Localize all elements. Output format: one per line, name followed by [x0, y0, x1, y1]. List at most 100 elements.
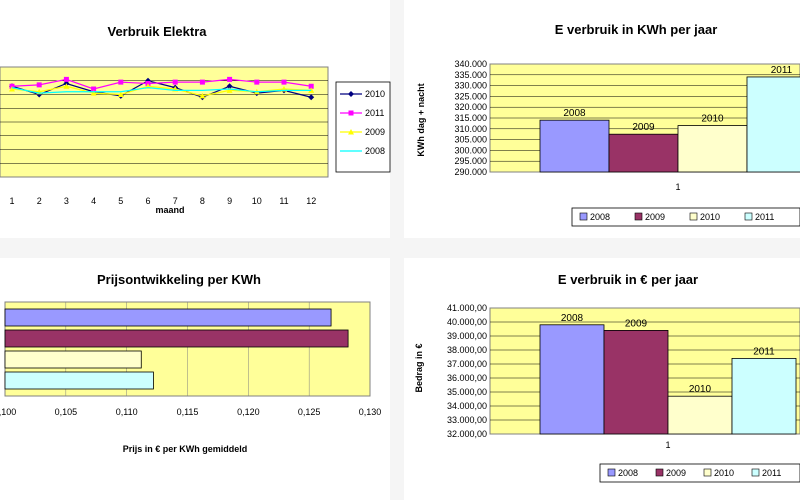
y-tick-label: 315.000 [454, 113, 487, 123]
series-line-2011 [11, 78, 312, 90]
x-tick-label: 0,115 [177, 407, 199, 417]
data-point [117, 91, 124, 97]
series-lines [9, 76, 315, 101]
data-point [227, 76, 233, 82]
legend-swatch [744, 212, 753, 221]
data-point [226, 87, 233, 93]
legend-label: 2009 [365, 127, 385, 137]
legend-label: 2009 [666, 468, 686, 478]
data-point [226, 83, 233, 90]
data-point [63, 83, 70, 89]
kwh-chart-svg: E verbruik in KWh per jaar 2008200920102… [416, 22, 800, 227]
legend-label: 2010 [365, 89, 385, 99]
y-tick-label: 35.000,00 [447, 387, 487, 397]
y-tick-labels: 32.000,00 33.000,00 34.000,00 35.000,00 36.0… [447, 303, 487, 439]
y-tick-label: 325.000 [454, 91, 487, 101]
legend-swatch [634, 212, 643, 221]
bar-2008 [4, 308, 332, 327]
data-point [9, 86, 15, 92]
data-point [63, 76, 69, 82]
bar-2008 [539, 324, 605, 435]
legend-marker [348, 110, 354, 116]
y-tick-label: 40.000,00 [447, 317, 487, 327]
x-tick-label: 2 [37, 196, 42, 206]
y-tick-label: 41.000,00 [447, 303, 487, 313]
chart-panel-euro: E verbruik in € per jaar 2008 2009 2010 201… [404, 258, 800, 490]
x-tick-label: 0,120 [237, 407, 260, 417]
x-tick-label: 11 [279, 196, 288, 206]
y-tick-label: 335.000 [454, 70, 487, 80]
y-tick-labels: 290.000295.000300.000305.000310.000315.0… [454, 59, 487, 177]
legend-swatch [703, 468, 712, 477]
data-label: 2011 [753, 346, 775, 357]
y-tick-label: 37.000,00 [447, 359, 487, 369]
data-point [118, 79, 124, 85]
data-point [90, 90, 97, 96]
bar-2009 [603, 330, 669, 435]
chart-panel-verbruik: Verbruik Elektra 1 2 3 4 5 6 7 8 9 10 11 12 maand 2… [0, 12, 391, 236]
bar-2010 [4, 350, 142, 369]
x-tick-label: 8 [200, 196, 205, 206]
y-tick-label: 310.000 [454, 124, 487, 134]
data-label: 2009 [632, 122, 655, 133]
bars [4, 308, 349, 390]
legend-swatch [751, 468, 760, 477]
legend-swatch [579, 212, 588, 221]
y-tick-label: 34.000,00 [447, 401, 487, 411]
legend [571, 207, 800, 227]
y-tick-label: 39.000,00 [447, 331, 487, 341]
x-tick-label: 0,130 [359, 407, 382, 417]
bar-2009 [608, 133, 679, 173]
prijs-chart-svg: Prijsontwikkeling per KWh 0,100 0,105 0,11… [0, 272, 381, 454]
legend-label: 2010 [714, 468, 734, 478]
legend-marker [348, 129, 354, 135]
x-tick-label: 4 [91, 196, 96, 206]
euro-chart-svg: E verbruik in € per jaar 2008 2009 2010 201… [414, 272, 800, 483]
bar-2008 [539, 119, 610, 173]
x-tick-label: 0,105 [55, 407, 78, 417]
data-label: 2008 [563, 108, 586, 119]
x-tick-label: 3 [64, 196, 69, 206]
y-tick-label: 295.000 [454, 156, 487, 166]
x-tick-labels: 1 2 3 4 5 6 7 8 9 10 11 12 [9, 196, 316, 206]
legend-label: 2009 [645, 212, 665, 222]
bar-2011 [746, 76, 800, 173]
x-tick-labels: 0,100 0,105 0,110 0,115 0,120 0,125 0,130 [0, 407, 381, 417]
legend-entries: 2010 2011 2009 2008 [340, 89, 385, 156]
data-point [36, 82, 42, 88]
x-tick-label: 6 [145, 196, 150, 206]
data-point [308, 94, 315, 101]
data-point [91, 86, 97, 92]
y-tick-label: 36.000,00 [447, 373, 487, 383]
verbruik-chart-svg: Verbruik Elektra 1 2 3 4 5 6 7 8 9 10 11 12 maand 2… [0, 24, 391, 215]
legend-label: 2011 [365, 108, 384, 118]
y-axis-label: Bedrag in € [414, 343, 424, 392]
data-label: 2011 [771, 65, 793, 76]
y-tick-label: 38.000,00 [447, 345, 487, 355]
series-line-2010 [11, 80, 312, 98]
y-tick-label: 32.000,00 [447, 429, 487, 439]
bars: 2008 2009 2010 2011 [539, 65, 800, 173]
bars: 2008 2009 2010 2011 [539, 313, 797, 435]
x-tick-label: 12 [306, 196, 316, 206]
bar-2011 [4, 371, 154, 390]
x-tick-label: 9 [227, 196, 232, 206]
legend-label: 2011 [755, 212, 774, 222]
x-tick-label: 0,100 [0, 407, 16, 417]
data-label: 2010 [689, 384, 712, 395]
legend-label: 2008 [618, 468, 638, 478]
x-tick-label: 10 [252, 196, 262, 206]
chart-title: E verbruik in KWh per jaar [555, 22, 718, 37]
data-point [254, 79, 260, 85]
legend-label: 2011 [762, 468, 781, 478]
y-tick-label: 305.000 [454, 135, 487, 145]
data-label: 2009 [625, 318, 648, 329]
y-axis-label: KWh dag + nacht [416, 83, 426, 156]
legend [599, 463, 800, 483]
x-tick-label: 0,110 [116, 407, 138, 417]
legend-entries: 2008 2009 2010 2011 [607, 468, 781, 478]
x-tick-label: 1 [675, 182, 680, 192]
legend-swatch [607, 468, 616, 477]
x-tick-label: 1 [665, 440, 670, 450]
chart-panel-kwh: E verbruik in KWh per jaar 2008 2009 2010 2… [404, 12, 800, 236]
